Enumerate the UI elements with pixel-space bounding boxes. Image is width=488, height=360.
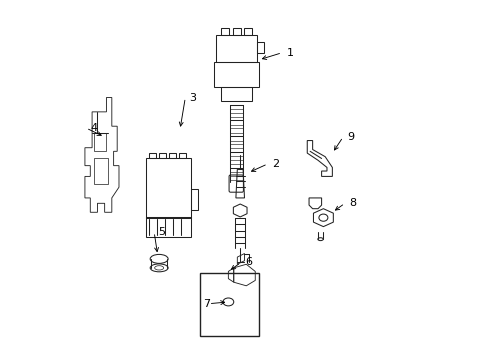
Bar [94,134,106,151]
Text: 1: 1 [286,48,293,58]
Bar [229,105,242,109]
Bar [94,158,108,184]
Text: 4: 4 [90,123,97,133]
Text: 7: 7 [203,299,210,309]
Bar [229,160,242,164]
Bar [229,152,242,156]
Bar [199,273,258,336]
Bar [229,129,242,133]
Bar [229,168,242,172]
Bar [229,176,242,180]
Bar [229,121,242,125]
Bar [244,28,251,35]
Text: 8: 8 [348,198,356,208]
Bar [179,153,185,158]
Text: 6: 6 [244,257,252,267]
Text: 9: 9 [346,132,354,142]
Bar [159,153,165,158]
Bar [214,62,258,87]
Bar [229,136,242,140]
Bar [229,113,242,117]
Bar [215,35,257,62]
Text: 5: 5 [158,227,165,237]
Bar [229,144,242,148]
Bar [221,87,251,101]
Bar [190,189,198,211]
Bar [257,42,264,53]
Text: 2: 2 [271,159,279,169]
Bar [232,28,240,35]
Text: 3: 3 [189,93,196,103]
Bar [145,158,190,218]
Bar [148,153,156,158]
Bar [145,217,190,237]
Bar [168,153,176,158]
Bar [221,28,228,35]
